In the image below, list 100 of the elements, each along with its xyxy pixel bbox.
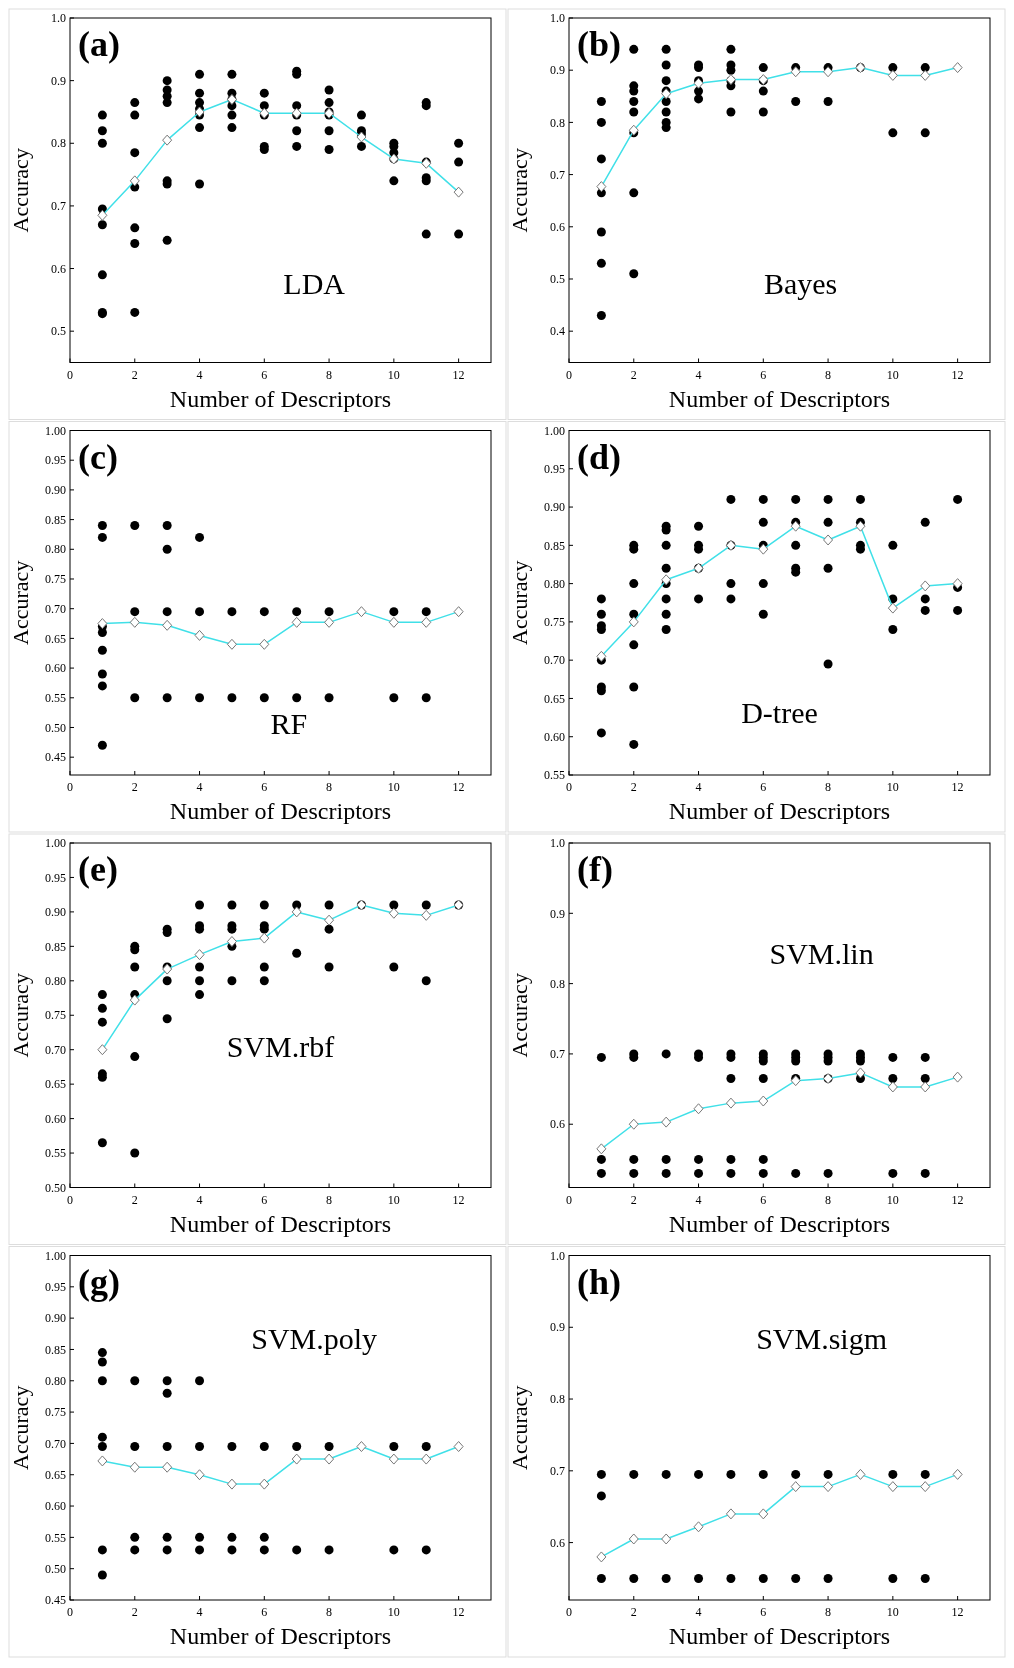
y-tick-label: 0.70	[544, 653, 565, 668]
x-tick-label: 2	[630, 780, 637, 794]
x-tick-label: 10	[387, 367, 400, 382]
y-tick-label: 0.70	[45, 1436, 66, 1451]
x-axis-title: Number of Descriptors	[668, 385, 891, 412]
x-tick-label: 10	[886, 367, 899, 382]
y-tick-label: 0.75	[45, 1405, 66, 1420]
x-tick-label: 0	[67, 1192, 73, 1207]
x-tick-label: 12	[452, 780, 465, 794]
y-tick-label: 0.90	[544, 500, 565, 515]
y-tick-label: 1.00	[45, 1248, 66, 1263]
y-tick-label: 0.55	[45, 1146, 66, 1161]
x-tick-label: 0	[566, 780, 572, 794]
y-tick-label: 0.9	[550, 63, 565, 78]
annotation: D-tree	[741, 696, 818, 730]
x-tick-label: 4	[196, 367, 203, 382]
y-tick-label: 0.45	[45, 1593, 66, 1608]
x-tick-label: 10	[387, 780, 400, 794]
y-tick-label: 0.60	[45, 1499, 66, 1514]
x-tick-label: 6	[261, 780, 268, 794]
x-tick-label: 0	[566, 367, 572, 382]
y-tick-label: 0.8	[51, 136, 66, 151]
y-axis-title: Accuracy	[8, 560, 33, 645]
y-tick-label: 0.85	[45, 939, 66, 954]
x-tick-label: 6	[760, 780, 767, 794]
y-tick-label: 0.95	[45, 453, 66, 468]
x-tick-label: 12	[452, 367, 465, 382]
y-tick-label: 0.80	[45, 542, 66, 557]
x-axis-title: Number of Descriptors	[668, 1210, 891, 1237]
x-axis-title: Number of Descriptors	[169, 798, 392, 824]
y-tick-label: 0.65	[45, 1467, 66, 1482]
y-tick-label: 1.0	[51, 11, 66, 26]
y-tick-label: 1.0	[550, 11, 565, 26]
y-tick-label: 0.80	[544, 576, 565, 591]
x-axis-title: Number of Descriptors	[169, 385, 392, 412]
x-tick-label: 8	[326, 1605, 333, 1619]
annotation: (c)	[78, 436, 118, 477]
y-tick-label: 1.0	[550, 836, 565, 851]
x-tick-label: 2	[630, 1192, 637, 1207]
y-tick-label: 0.90	[45, 1311, 66, 1326]
y-tick-label: 1.00	[45, 836, 66, 851]
annotation: (f)	[577, 849, 613, 889]
x-tick-label: 10	[387, 1605, 400, 1619]
y-tick-label: 0.65	[45, 1077, 66, 1092]
x-tick-label: 8	[326, 1192, 333, 1207]
x-tick-label: 2	[131, 367, 138, 382]
y-tick-label: 0.7	[550, 1047, 565, 1062]
y-tick-label: 0.65	[544, 691, 565, 706]
y-tick-label: 0.6	[51, 261, 66, 276]
y-tick-label: 0.7	[550, 1464, 565, 1479]
x-tick-label: 12	[452, 1605, 465, 1619]
x-tick-label: 8	[825, 1192, 832, 1207]
y-tick-label: 0.55	[45, 690, 66, 705]
x-tick-label: 10	[387, 1192, 400, 1207]
x-axis-title: Number of Descriptors	[668, 1623, 891, 1649]
x-tick-label: 6	[261, 367, 268, 382]
x-tick-label: 10	[886, 1192, 899, 1207]
annotation: SVM.poly	[251, 1321, 378, 1355]
x-tick-label: 8	[326, 780, 333, 794]
y-axis-title: Accuracy	[507, 973, 532, 1058]
x-tick-label: 4	[695, 780, 702, 794]
y-tick-label: 0.5	[550, 272, 565, 287]
annotation: Bayes	[763, 266, 838, 300]
x-tick-label: 12	[951, 1605, 964, 1619]
annotation: SVM.sigm	[756, 1321, 888, 1355]
annotation: (b)	[577, 24, 621, 64]
x-tick-label: 6	[261, 1605, 268, 1619]
y-tick-label: 0.70	[45, 1042, 66, 1057]
x-tick-label: 12	[452, 1192, 465, 1207]
x-tick-label: 8	[825, 1605, 832, 1619]
x-tick-label: 2	[630, 367, 637, 382]
y-tick-label: 0.65	[45, 631, 66, 646]
x-tick-label: 12	[951, 1192, 964, 1207]
y-tick-label: 0.60	[544, 729, 565, 744]
y-tick-label: 0.85	[544, 538, 565, 553]
x-axis-title: Number of Descriptors	[668, 798, 891, 824]
y-axis-title: Accuracy	[8, 1385, 33, 1470]
y-tick-label: 0.75	[45, 572, 66, 587]
annotation: (e)	[78, 849, 118, 889]
y-tick-label: 0.60	[45, 1111, 66, 1126]
y-axis-title: Accuracy	[8, 973, 33, 1058]
x-tick-label: 4	[695, 1192, 702, 1207]
y-tick-label: 0.7	[550, 167, 565, 182]
x-tick-label: 10	[886, 1605, 899, 1619]
annotation: (h)	[577, 1261, 621, 1302]
y-tick-label: 0.4	[550, 324, 565, 339]
x-tick-label: 0	[566, 1192, 572, 1207]
x-axis-title: Number of Descriptors	[169, 1623, 392, 1649]
y-tick-label: 0.50	[45, 1561, 66, 1576]
x-tick-label: 8	[825, 780, 832, 794]
x-tick-label: 6	[760, 367, 767, 382]
y-tick-label: 0.8	[550, 976, 565, 991]
y-tick-label: 0.9	[550, 906, 565, 921]
y-tick-label: 0.7	[51, 199, 66, 214]
x-tick-label: 0	[67, 1605, 73, 1619]
y-tick-label: 0.6	[550, 1117, 565, 1132]
y-axis-title: Accuracy	[8, 148, 33, 233]
y-tick-label: 0.80	[45, 974, 66, 988]
annotation: RF	[270, 706, 308, 740]
y-tick-label: 0.75	[45, 1008, 66, 1023]
